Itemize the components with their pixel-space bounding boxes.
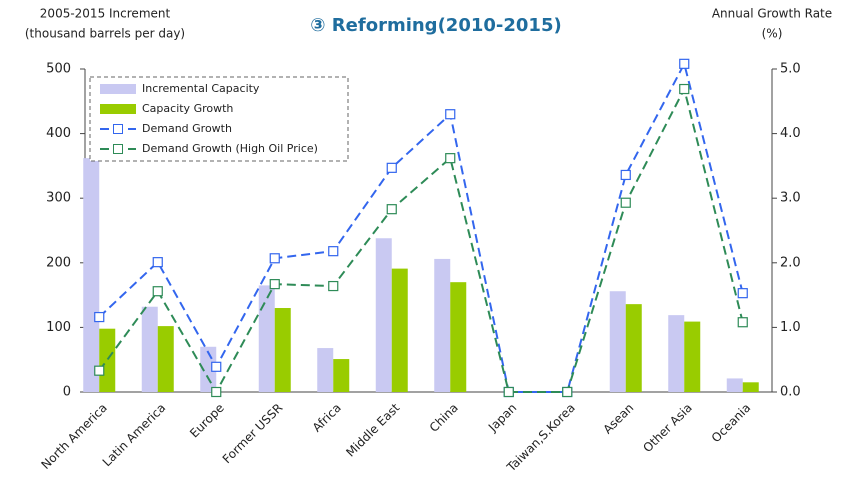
x-tick-label: Middle East [343,400,402,459]
y2-tick-label: 0.0 [780,385,801,400]
bar [375,238,392,392]
y2-tick-label: 4.0 [780,126,801,141]
legend-label: Demand Growth [142,122,232,135]
marker [94,311,105,323]
legend-label: Capacity Growth [142,102,233,115]
marker [503,386,514,398]
y2-tick-label: 2.0 [780,255,801,270]
x-tick-label: Other Asia [640,401,694,455]
marker [679,58,690,69]
bar [625,304,642,392]
bar [157,326,174,392]
y2-axis-label: Annual Growth Rate [712,7,832,21]
y-tick-label: 100 [46,320,71,335]
bar [99,328,116,392]
bar [391,268,408,392]
marker [620,169,631,181]
x-tick-label: Europe [187,401,227,441]
marker [328,246,339,257]
marker [211,386,222,398]
bar [274,308,291,392]
bar [742,382,759,392]
marker [386,204,397,215]
marker [445,109,456,120]
x-tick-label: China [427,401,461,435]
legend-swatch [113,144,123,154]
y-tick-label: 0 [63,385,71,400]
marker [737,288,748,299]
legend-label: Incremental Capacity [142,82,260,95]
x-tick-label: Oceania [709,401,754,446]
marker [445,153,456,164]
marker [269,279,280,290]
marker [328,280,339,292]
x-tick-label: Africa [310,401,344,435]
line [98,61,744,393]
x-tick-label: Latin America [100,401,169,470]
chart-title: ③ Reforming(2010-2015) [310,15,561,36]
bar [609,291,626,392]
bar [317,348,334,392]
marker [269,253,280,264]
marker [94,365,105,376]
bar [258,285,275,392]
y2-tick-label: 3.0 [780,191,801,206]
bar [83,158,100,392]
y-tick-label: 500 [46,62,71,77]
bar [450,282,467,392]
x-tick-label: Japan [485,401,519,435]
bar [333,359,350,392]
y-axis-label: (thousand barrels per day) [25,27,185,41]
bar [668,315,685,392]
bar [141,306,158,392]
y2-tick-label: 1.0 [780,320,801,335]
marker [620,197,631,208]
marker [737,317,748,328]
marker [562,386,573,398]
marker [386,162,397,173]
marker [152,286,163,297]
x-tick-label: North America [39,401,110,472]
y-axis-label: 2005-2015 Increment [40,7,171,21]
marker [152,257,163,268]
x-tick-label: Asean [600,401,636,437]
x-tick-label: Former USSR [220,401,286,467]
marker [211,361,222,372]
bar [434,258,451,392]
y-tick-label: 200 [46,255,71,270]
legend-swatch [113,124,123,134]
bar [726,378,743,392]
marker [679,83,690,95]
y2-axis-label: (%) [762,27,783,41]
legend-swatch [100,104,136,114]
y2-tick-label: 5.0 [780,62,801,77]
legend-label: Demand Growth (High Oil Price) [142,142,318,155]
legend-swatch [100,84,136,94]
y-tick-label: 300 [46,191,71,206]
bar [684,321,701,392]
y-tick-label: 400 [46,126,71,141]
